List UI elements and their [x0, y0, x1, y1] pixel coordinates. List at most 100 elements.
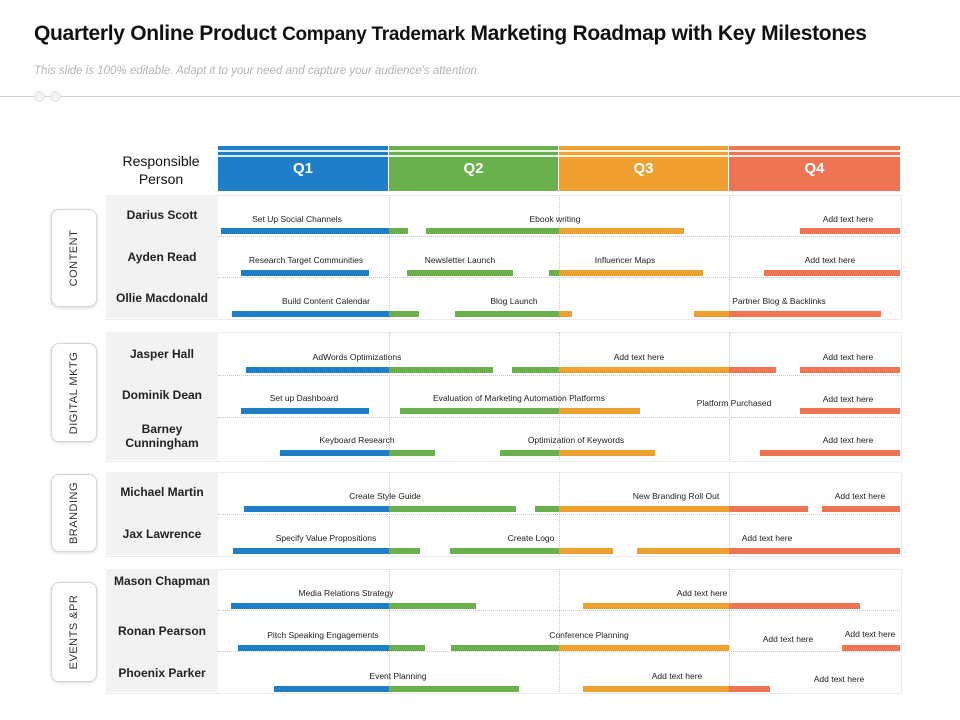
timeline-bar	[233, 548, 389, 554]
header-stripe	[729, 150, 900, 152]
quarter-header-q3: Q3	[559, 146, 728, 191]
timeline-bar	[389, 311, 419, 317]
quarter-header-q2: Q2	[389, 146, 558, 191]
task-label: Keyboard Research	[319, 435, 395, 445]
timeline-bar	[760, 450, 900, 456]
quarter-divider	[389, 569, 390, 692]
task-label: Specify Value Propositions	[275, 533, 377, 543]
quarter-divider	[389, 332, 390, 460]
category-label: BRANDING	[51, 474, 97, 552]
quarter-divider	[559, 195, 560, 318]
timeline-bar	[455, 311, 559, 317]
category-text: CONTENT	[68, 229, 80, 287]
task-label: Add text here	[822, 214, 874, 224]
quarter-divider	[559, 332, 560, 460]
header-stripe	[389, 150, 558, 152]
timeline-bar	[389, 506, 516, 512]
timeline-bar	[729, 311, 881, 317]
names-column	[106, 332, 218, 460]
timeline-bar	[583, 686, 729, 692]
row-separator	[218, 651, 900, 652]
responsible-person: Phoenix Parker	[118, 666, 206, 680]
responsible-person: Jasper Hall	[129, 347, 195, 361]
timeline-bar	[800, 408, 900, 414]
task-label: Partner Blog & Backlinks	[732, 296, 826, 306]
names-column	[106, 569, 218, 692]
task-label: Newsletter Launch	[424, 255, 496, 265]
task-label: AdWords Optimizations	[312, 352, 402, 362]
quarter-label: Q4	[804, 160, 825, 177]
section-panel	[106, 472, 902, 557]
timeline-bar	[559, 228, 684, 234]
task-label: Add text here	[834, 491, 886, 501]
task-label: Create Logo	[507, 533, 555, 543]
timeline-bar	[241, 270, 369, 276]
category-label: DIGITAL MKTG	[51, 343, 97, 442]
timeline-bar	[842, 645, 900, 651]
task-label: Pitch Speaking Engagements	[267, 630, 379, 640]
task-label: Event Planning	[369, 671, 427, 681]
timeline-bar	[231, 603, 389, 609]
timeline-bar	[389, 548, 420, 554]
row-separator	[218, 277, 900, 278]
row-separator	[218, 236, 900, 237]
timeline-bar	[559, 645, 729, 651]
timeline-bar	[450, 548, 559, 554]
task-label: Add text here	[822, 435, 874, 445]
responsible-person: Barney Cunningham	[125, 422, 199, 450]
task-label: Platform Purchased	[696, 398, 772, 408]
timeline-bar	[559, 270, 703, 276]
header-divider	[0, 96, 960, 97]
responsible-person: Ayden Read	[127, 250, 197, 264]
timeline-bar	[426, 228, 559, 234]
timeline-bar	[389, 450, 435, 456]
task-label: Research Target Communities	[248, 255, 364, 265]
category-text: EVENTS &PR	[68, 594, 80, 670]
header-stripe	[218, 150, 388, 152]
responsible-person: Ronan Pearson	[117, 624, 207, 638]
timeline-bar	[280, 450, 389, 456]
quarter-header-q4: Q4	[729, 146, 900, 191]
task-label: Influencer Maps	[594, 255, 656, 265]
names-column	[106, 195, 218, 318]
timeline-bar	[238, 645, 389, 651]
task-label: Add text here	[613, 352, 665, 362]
task-label: Add text here	[822, 352, 874, 362]
timeline-bar	[583, 603, 729, 609]
dot	[34, 91, 45, 102]
timeline-bar	[400, 408, 559, 414]
header-stripe	[559, 155, 728, 157]
task-label: Add text here	[813, 674, 865, 684]
task-label: Add text here	[762, 634, 814, 644]
task-label: Add text here	[804, 255, 856, 265]
timeline-bar	[274, 686, 389, 692]
timeline-bar	[451, 645, 559, 651]
category-label: EVENTS &PR	[51, 582, 97, 682]
timeline-bar	[559, 506, 729, 512]
timeline-bar	[559, 450, 655, 456]
responsible-person: Jax Lawrence	[122, 527, 202, 541]
quarter-label: Q2	[463, 160, 484, 177]
quarter-divider	[729, 569, 730, 692]
timeline-bar	[800, 367, 900, 373]
quarter-divider	[729, 332, 730, 460]
timeline-bar	[500, 450, 559, 456]
category-label: CONTENT	[51, 209, 97, 307]
dot	[50, 91, 61, 102]
subtitle: This slide is 100% editable. Adapt it to…	[34, 65, 481, 77]
task-label: Add text here	[741, 533, 793, 543]
header-stripe	[389, 155, 558, 157]
section-panel	[106, 569, 902, 694]
task-label: Add text here	[676, 588, 728, 598]
task-label: Build Content Calendar	[282, 296, 370, 306]
timeline-bar	[729, 506, 808, 512]
timeline-bar	[389, 645, 425, 651]
responsible-person: Michael Martin	[120, 485, 204, 499]
task-label: Set Up Social Channels	[252, 214, 342, 224]
timeline-bar	[241, 408, 369, 414]
row-separator	[218, 417, 900, 419]
row-separator	[218, 610, 900, 611]
timeline-bar	[764, 270, 900, 276]
category-text: DIGITAL MKTG	[68, 351, 80, 434]
task-label: New Branding Roll Out	[632, 491, 720, 501]
